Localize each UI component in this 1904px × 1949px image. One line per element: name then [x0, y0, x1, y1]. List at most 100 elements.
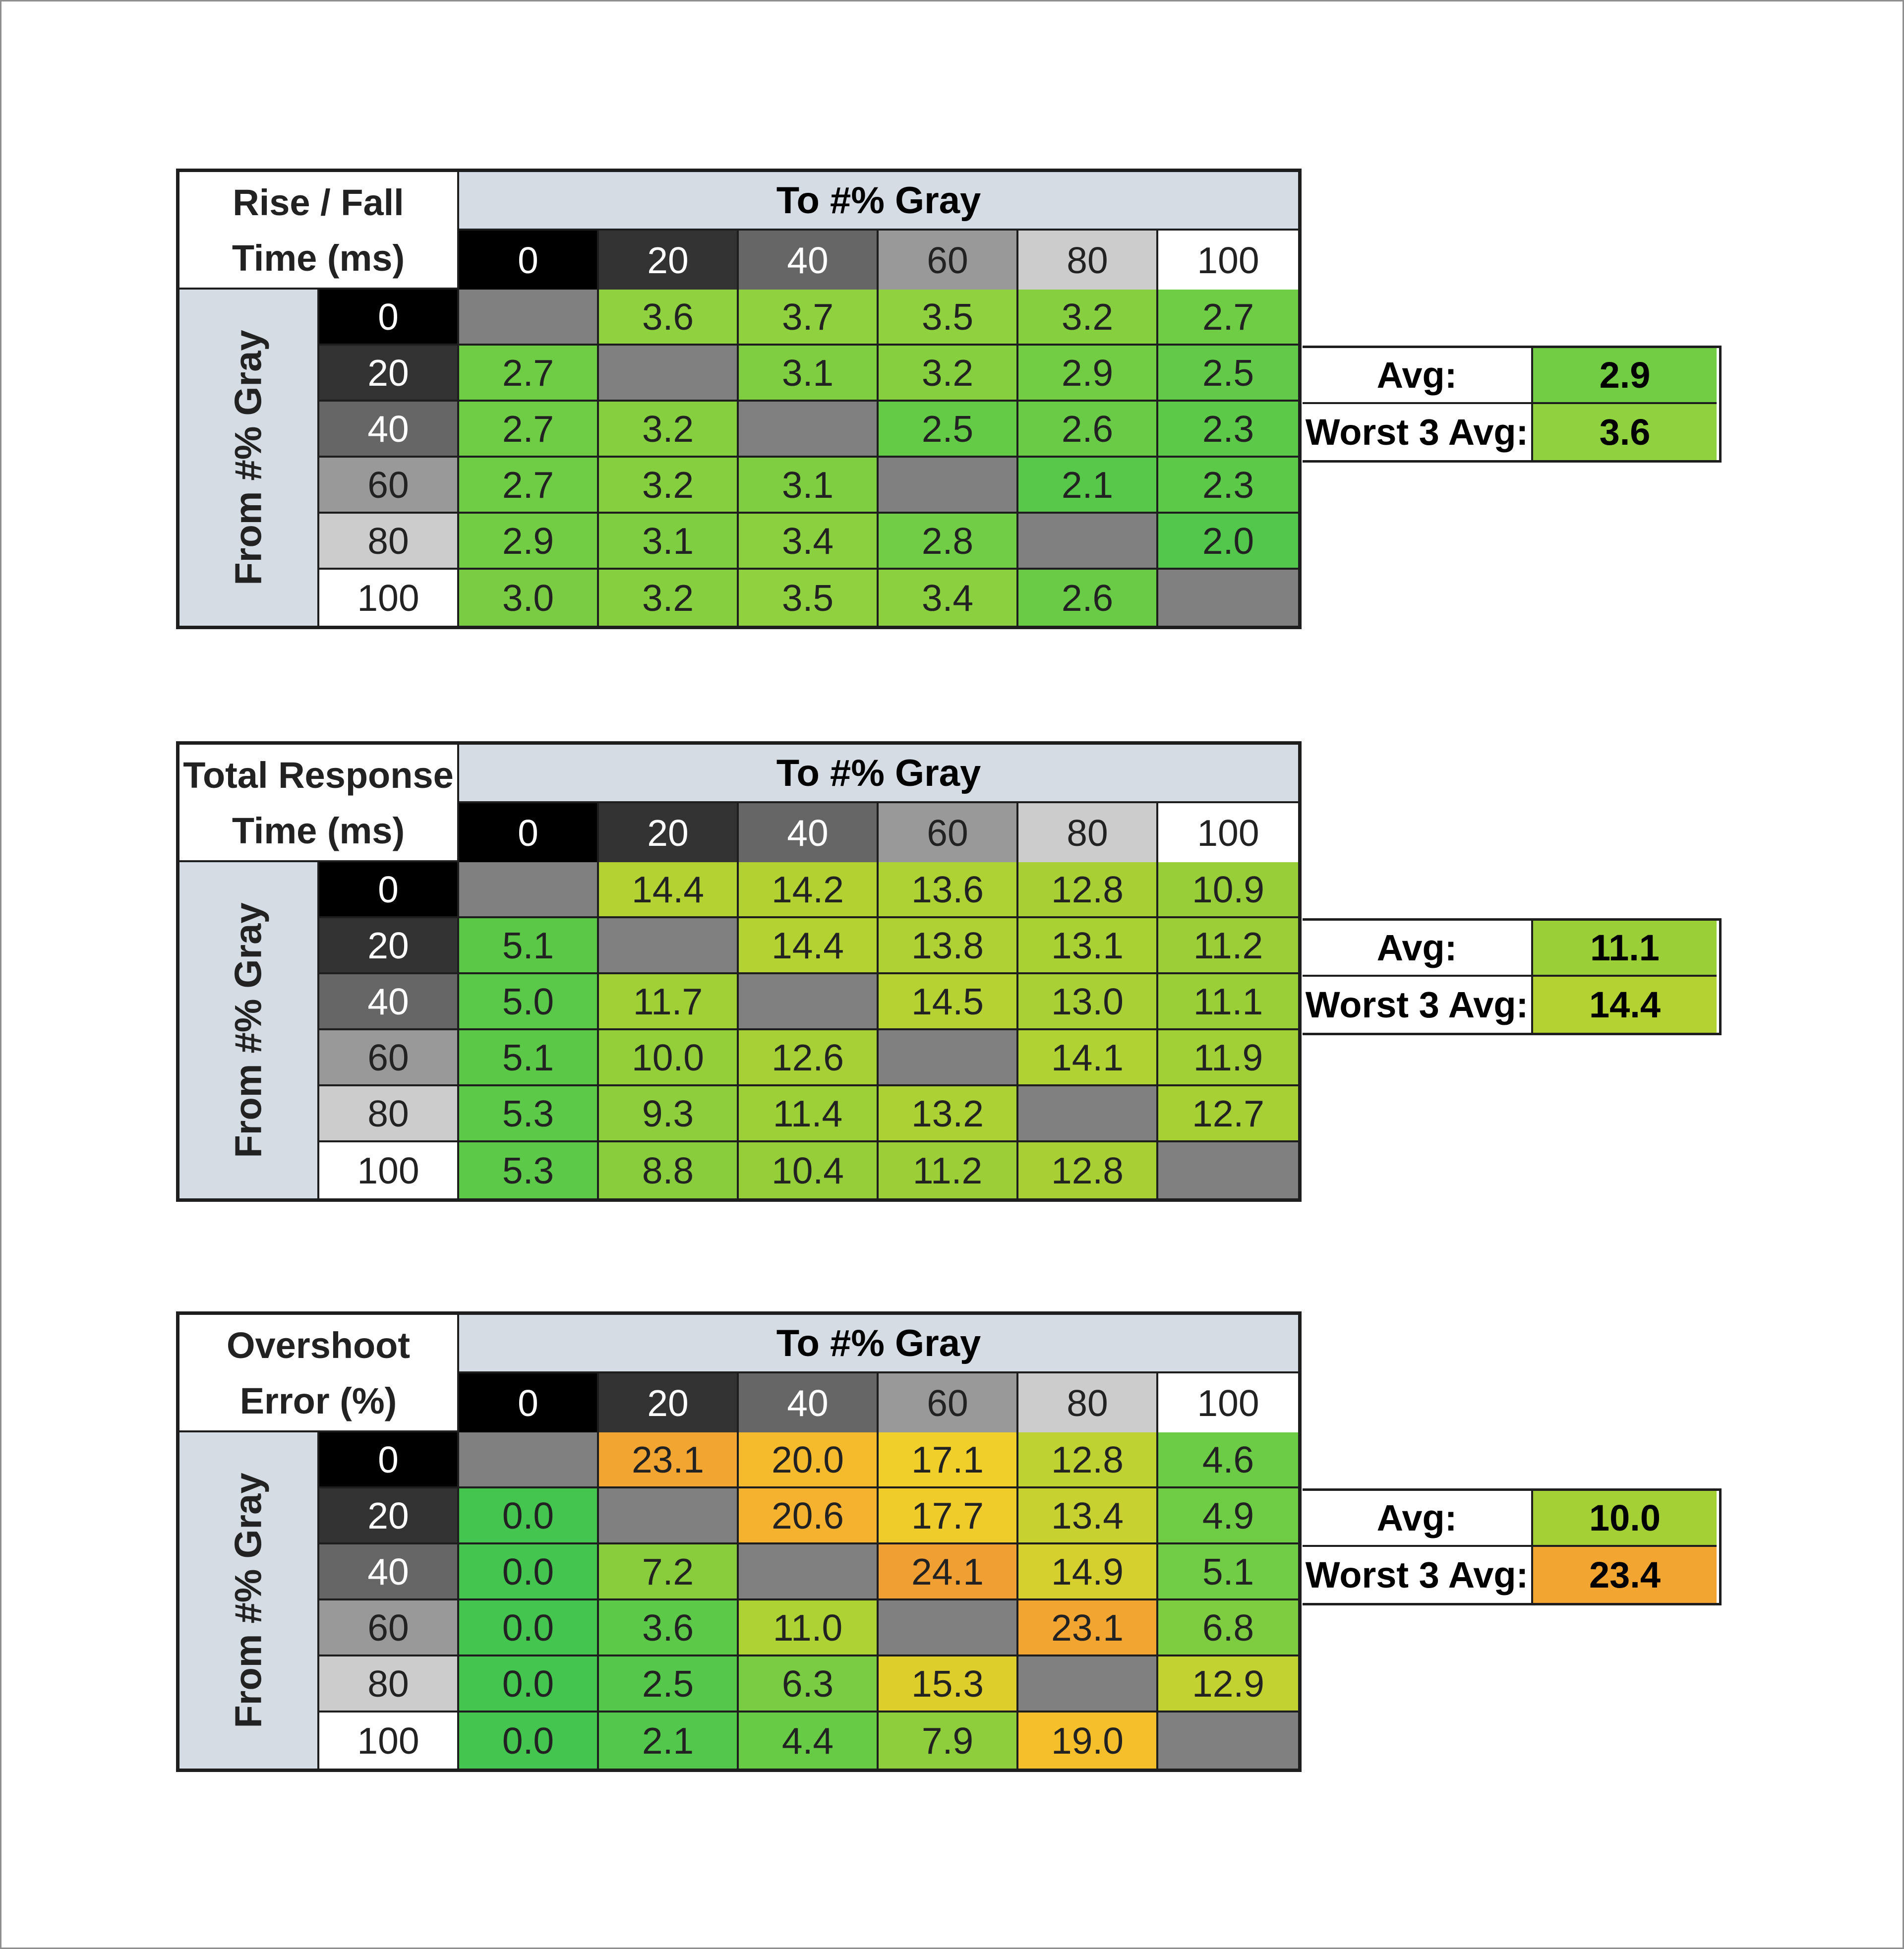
worst-average-label: Worst 3 Avg: — [1303, 404, 1533, 460]
diagonal-cell — [1158, 570, 1298, 626]
chart-title-line2: Error (%) — [239, 1380, 397, 1421]
data-cell: 0.0 — [459, 1713, 599, 1769]
data-cell: 7.2 — [599, 1544, 739, 1600]
diagonal-cell — [599, 1488, 739, 1544]
average-label: Avg: — [1303, 1491, 1533, 1547]
data-cell: 11.2 — [879, 1142, 1018, 1198]
chart-title: Overshoot Error (%) — [179, 1315, 459, 1432]
data-cell: 8.8 — [599, 1142, 739, 1198]
diagonal-cell — [879, 458, 1018, 514]
data-cell: 13.0 — [1018, 974, 1158, 1030]
data-cell: 11.1 — [1158, 974, 1298, 1030]
data-cell: 14.4 — [599, 862, 739, 918]
average-value: 10.0 — [1533, 1491, 1717, 1547]
data-cell: 3.2 — [599, 402, 739, 458]
data-cell: 0.0 — [459, 1600, 599, 1656]
column-label: 100 — [1158, 231, 1298, 290]
data-cell: 15.3 — [879, 1656, 1018, 1713]
row-label: 40 — [319, 974, 459, 1030]
diagonal-cell — [879, 1030, 1018, 1086]
column-label: 40 — [739, 1373, 879, 1432]
column-label: 80 — [1018, 803, 1158, 862]
heatmap-chart-1: Total Response Time (ms) To #% Gray 0 20 40 60… — [176, 741, 1721, 1205]
data-cell: 17.7 — [879, 1488, 1018, 1544]
average-value: 11.1 — [1533, 921, 1717, 977]
row-label: 20 — [319, 1488, 459, 1544]
summary-box: Avg: 11.1 Worst 3 Avg: 14.4 — [1303, 918, 1722, 1035]
data-cell: 13.6 — [879, 862, 1018, 918]
column-label: 20 — [599, 231, 739, 290]
row-label: 80 — [319, 1086, 459, 1142]
column-label: 60 — [879, 231, 1018, 290]
data-cell: 11.0 — [739, 1600, 879, 1656]
data-cell: 14.4 — [739, 918, 879, 974]
summary-box: Avg: 2.9 Worst 3 Avg: 3.6 — [1303, 346, 1722, 463]
row-label: 0 — [319, 1432, 459, 1488]
diagonal-cell — [459, 862, 599, 918]
row-axis-title-cell: From #% Gray — [179, 290, 319, 626]
data-cell: 0.0 — [459, 1488, 599, 1544]
heatmap-grid: Rise / Fall Time (ms) To #% Gray 0 20 40 60 80 1… — [176, 169, 1302, 629]
data-cell: 2.3 — [1158, 458, 1298, 514]
data-cell: 14.9 — [1018, 1544, 1158, 1600]
worst-average-value: 23.4 — [1533, 1547, 1717, 1603]
data-cell: 3.7 — [739, 290, 879, 346]
data-cell: 5.0 — [459, 974, 599, 1030]
data-cell: 3.1 — [739, 346, 879, 402]
data-cell: 0.0 — [459, 1656, 599, 1713]
row-axis-title: From #% Gray — [227, 330, 270, 586]
average-value: 2.9 — [1533, 348, 1717, 404]
column-label: 80 — [1018, 231, 1158, 290]
data-cell: 2.6 — [1018, 570, 1158, 626]
column-header-group: To #% Gray 0 20 40 60 80 100 — [459, 172, 1298, 290]
data-cell: 5.3 — [459, 1142, 599, 1198]
data-cell: 3.4 — [879, 570, 1018, 626]
row-axis-title: From #% Gray — [227, 1473, 270, 1728]
diagonal-cell — [739, 402, 879, 458]
diagonal-cell — [459, 1432, 599, 1488]
diagonal-cell — [1018, 1656, 1158, 1713]
column-label: 80 — [1018, 1373, 1158, 1432]
diagonal-cell — [1158, 1142, 1298, 1198]
data-cell: 12.7 — [1158, 1086, 1298, 1142]
data-cell: 2.7 — [1158, 290, 1298, 346]
data-cell: 3.5 — [879, 290, 1018, 346]
diagonal-cell — [459, 290, 599, 346]
column-label: 100 — [1158, 803, 1298, 862]
column-label: 0 — [459, 1373, 599, 1432]
chart-title-line2: Time (ms) — [232, 237, 405, 279]
diagonal-cell — [599, 918, 739, 974]
data-cell: 10.0 — [599, 1030, 739, 1086]
heatmap-chart-2: Overshoot Error (%) To #% Gray 0 20 40 60 80 100… — [176, 1311, 1721, 1775]
data-cell: 6.8 — [1158, 1600, 1298, 1656]
column-label: 40 — [739, 231, 879, 290]
data-cell: 11.4 — [739, 1086, 879, 1142]
data-cell: 7.9 — [879, 1713, 1018, 1769]
chart-title-line1: Overshoot — [226, 1324, 411, 1366]
data-cell: 6.3 — [739, 1656, 879, 1713]
heatmap-grid: Total Response Time (ms) To #% Gray 0 20 40 60… — [176, 741, 1302, 1202]
data-cell: 13.8 — [879, 918, 1018, 974]
data-cell: 2.6 — [1018, 402, 1158, 458]
data-cell: 12.8 — [1018, 1142, 1158, 1198]
row-label: 40 — [319, 402, 459, 458]
row-label: 0 — [319, 290, 459, 346]
row-label: 80 — [319, 514, 459, 570]
column-label: 20 — [599, 803, 739, 862]
column-axis-title: To #% Gray — [459, 1315, 1298, 1373]
data-cell: 3.4 — [739, 514, 879, 570]
data-cell: 2.7 — [459, 458, 599, 514]
data-cell: 3.2 — [599, 458, 739, 514]
diagonal-cell — [1018, 514, 1158, 570]
column-axis-title: To #% Gray — [459, 745, 1298, 803]
row-label: 0 — [319, 862, 459, 918]
data-cell: 5.3 — [459, 1086, 599, 1142]
data-cell: 11.9 — [1158, 1030, 1298, 1086]
average-label: Avg: — [1303, 921, 1533, 977]
row-label: 100 — [319, 570, 459, 626]
data-cell: 2.7 — [459, 346, 599, 402]
diagonal-cell — [1158, 1713, 1298, 1769]
column-header-group: To #% Gray 0 20 40 60 80 100 — [459, 745, 1298, 862]
row-axis-title-cell: From #% Gray — [179, 1432, 319, 1769]
data-cell: 2.0 — [1158, 514, 1298, 570]
